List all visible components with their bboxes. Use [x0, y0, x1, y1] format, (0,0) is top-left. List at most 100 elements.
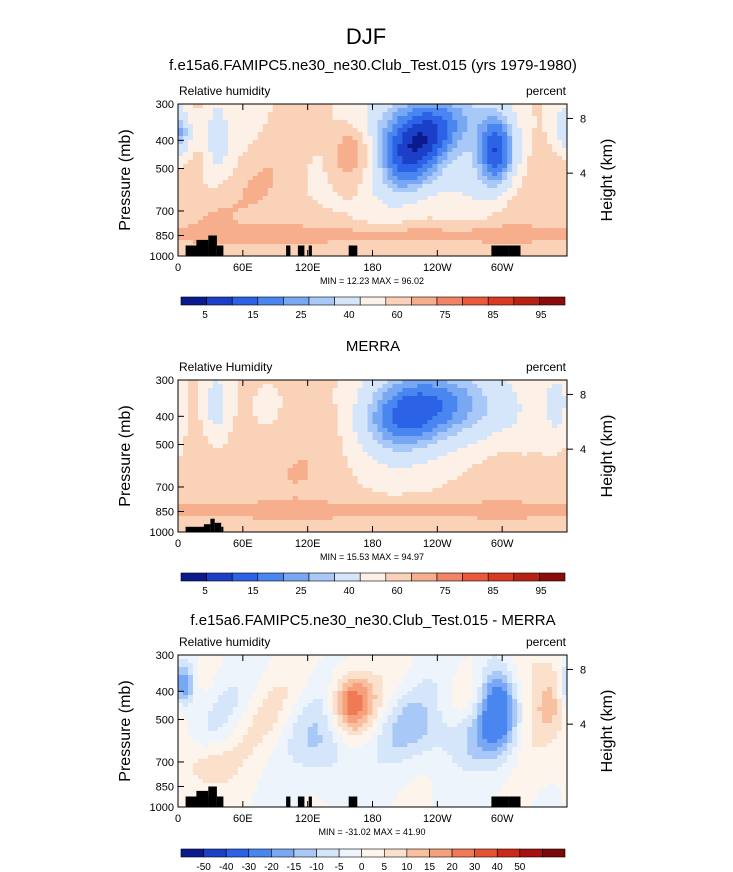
field-cell [472, 200, 478, 205]
field-cell [347, 448, 353, 453]
field-cell [457, 172, 463, 177]
field-cell [557, 136, 563, 141]
field-cell [322, 140, 329, 145]
field-cell [217, 240, 224, 245]
field-cell [522, 224, 528, 229]
field-cell [372, 200, 378, 205]
field-cell [412, 460, 418, 465]
field-cell [517, 172, 523, 177]
field-cell [287, 112, 294, 117]
field-cell [242, 232, 249, 237]
field-cell [247, 176, 254, 181]
field-cell [377, 220, 383, 225]
field-cell [487, 448, 493, 453]
field-cell [547, 416, 553, 421]
field-cell [522, 392, 528, 397]
field-cell [347, 208, 353, 213]
field-cell [182, 388, 189, 393]
field-cell [517, 124, 523, 129]
field-cell [412, 404, 418, 409]
field-cell [377, 212, 383, 217]
field-cell [497, 420, 503, 425]
field-cell [312, 136, 319, 141]
field-cell [547, 196, 553, 201]
field-cell [437, 252, 443, 257]
field-cell [517, 196, 523, 201]
field-cell [432, 440, 438, 445]
field-cell [182, 240, 189, 245]
field-cell [392, 204, 398, 209]
field-cell [452, 136, 458, 141]
field-cell [187, 392, 194, 397]
field-cell [487, 380, 493, 385]
field-cell [222, 404, 229, 409]
field-cell [522, 156, 528, 161]
field-cell [317, 104, 324, 109]
field-cell [287, 452, 294, 457]
field-cell [562, 184, 568, 189]
field-cell [332, 448, 338, 453]
field-cell [457, 164, 463, 169]
field-cell [332, 188, 338, 193]
field-cell [252, 180, 259, 185]
field-cell [197, 400, 204, 405]
field-cell [507, 432, 513, 437]
field-cell [307, 160, 314, 165]
field-cell [302, 172, 309, 177]
field-cell [332, 476, 338, 481]
field-cell [342, 468, 348, 473]
field-cell [187, 384, 194, 389]
field-cell [382, 220, 388, 225]
field-cell [497, 104, 503, 109]
field-cell [482, 148, 488, 153]
field-cell [412, 212, 418, 217]
field-cell [412, 112, 418, 117]
field-cell [402, 244, 408, 249]
field-cell [387, 156, 393, 161]
field-cell [382, 464, 388, 469]
field-cell [527, 252, 533, 257]
field-cell [482, 172, 488, 177]
field-cell [237, 164, 244, 169]
field-cell [447, 432, 453, 437]
field-cell [557, 412, 563, 417]
field-cell [277, 456, 284, 461]
field-cell [482, 452, 488, 457]
field-cell [347, 408, 353, 413]
field-cell [207, 196, 214, 201]
field-cell [392, 240, 398, 245]
field-cell [257, 160, 264, 165]
field-cell [452, 216, 458, 221]
field-cell [267, 428, 274, 433]
field-cell [352, 188, 358, 193]
field-cell [257, 136, 264, 141]
field-cell [302, 192, 309, 197]
field-cell [387, 176, 393, 181]
field-cell [397, 192, 403, 197]
field-cell [392, 120, 398, 125]
field-cell [178, 424, 184, 429]
field-cell [242, 404, 249, 409]
field-cell [487, 104, 493, 109]
field-cell [482, 164, 488, 169]
field-cell [217, 408, 224, 413]
field-cell [547, 444, 553, 449]
field-cell [362, 152, 368, 157]
field-cell [187, 432, 194, 437]
field-cell [182, 416, 189, 421]
field-cell [287, 412, 294, 417]
field-cell [487, 124, 493, 129]
field-cell [497, 408, 503, 413]
field-cell [327, 252, 334, 257]
field-cell [337, 220, 343, 225]
field-cell [382, 216, 388, 221]
field-cell [302, 184, 309, 189]
field-cell [472, 420, 478, 425]
field-cell [477, 400, 483, 405]
field-cell [397, 216, 403, 221]
field-cell [407, 196, 413, 201]
field-cell [192, 112, 199, 117]
field-cell [297, 148, 304, 153]
field-cell [562, 212, 568, 217]
field-cell [307, 180, 314, 185]
